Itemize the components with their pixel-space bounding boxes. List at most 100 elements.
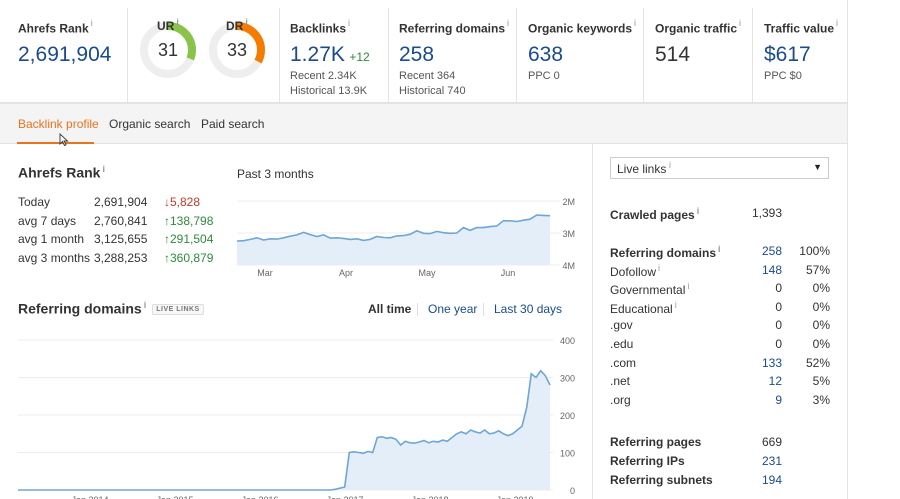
rank-row-label: Today <box>18 195 51 209</box>
rank-row-value: 3,288,253 <box>94 250 148 265</box>
info-icon: i <box>674 299 677 310</box>
tab-organic-search[interactable]: Organic search <box>109 117 191 131</box>
y-tick-label: 3M <box>562 229 575 239</box>
range-all-time[interactable]: All time <box>368 302 412 316</box>
breakdown-label: Educational i <box>610 299 677 316</box>
info-icon[interactable]: i <box>102 164 105 174</box>
x-tick-label: Jun <box>501 268 516 278</box>
tab-backlink-profile[interactable]: Backlink profile <box>18 117 99 131</box>
rank-row-label: avg 1 month <box>18 232 85 246</box>
backlinks-value[interactable]: 1.27K <box>290 43 345 67</box>
live-links-badge: LIVE LINKS <box>152 304 204 316</box>
refdomains-breakdown-row: .net 12 5% <box>610 374 830 392</box>
info-icon[interactable]: i <box>669 160 671 170</box>
breakdown-value: 0 <box>775 299 782 314</box>
info-icon[interactable]: i <box>245 17 248 27</box>
refdomains-value[interactable]: 258 <box>399 43 435 67</box>
organic-traffic-label: Organic traffic <box>655 21 738 36</box>
y-tick-label: 100 <box>560 449 575 459</box>
dr-gauge[interactable] <box>208 15 268 81</box>
breakdown-value[interactable]: 12 <box>768 374 782 389</box>
info-icon[interactable]: i <box>90 18 93 28</box>
range-one-year[interactable]: One year <box>428 302 478 316</box>
breakdown-value: 0 <box>775 281 782 296</box>
info-icon[interactable]: i <box>143 300 147 310</box>
rank-row-value: 3,125,655 <box>94 232 148 246</box>
referring-stat-row: Referring pages 669 <box>610 435 830 453</box>
dr-value: 33 <box>226 40 248 60</box>
refdomains-breakdown-row: .gov 0 0% <box>610 318 830 336</box>
backlinks-recent: Recent 2.34K <box>290 70 357 83</box>
refdomains-breakdown-row: Referring domains i 258 100% <box>610 244 830 262</box>
ur-gauge[interactable] <box>139 15 199 81</box>
crawled-pages-label: Crawled pages i <box>610 206 700 222</box>
rank-period-label: Past 3 months <box>237 167 314 181</box>
traffic-value-label: Traffic value <box>764 21 835 36</box>
info-icon[interactable]: i <box>634 18 637 28</box>
live-links-dropdown[interactable]: Live links i ▼ <box>610 157 829 179</box>
organic-keywords-label: Organic keywords <box>528 21 633 36</box>
metrics-bar: Ahrefs Rank i 2,691,904 UR i 31 DR i 33 Bac… <box>0 0 847 103</box>
breakdown-label: .gov <box>610 318 633 333</box>
tab-paid-search[interactable]: Paid search <box>201 117 265 131</box>
breakdown-value[interactable]: 258 <box>761 244 782 258</box>
rank-section-title: Ahrefs Rank i <box>18 164 105 181</box>
referring-stat-value: 669 <box>761 435 782 449</box>
info-icon[interactable]: i <box>176 17 179 27</box>
breakdown-value[interactable]: 9 <box>775 392 782 407</box>
refdomains-section-title: Referring domains i LIVE LINKS <box>18 300 204 317</box>
info-icon: i <box>687 281 690 292</box>
breakdown-value[interactable]: 133 <box>761 355 782 370</box>
refdomains-breakdown-row: Educational i 0 0% <box>610 300 830 318</box>
x-tick-label: Mar <box>257 268 273 278</box>
x-tick-label: Jan 2014 <box>71 495 108 499</box>
ahrefs-rank-value[interactable]: 2,691,904 <box>18 43 112 67</box>
y-tick-label: 4M <box>562 261 575 271</box>
rank-chart[interactable]: 2M 3M 4M Mar Apr May Jun <box>230 188 580 280</box>
backlinks-delta: +12 <box>349 50 370 65</box>
crawled-pages-value: 1,393 <box>751 206 782 220</box>
series-line <box>236 214 551 242</box>
info-icon[interactable]: i <box>348 18 351 28</box>
breakdown-label: .com <box>610 355 637 370</box>
series-area <box>237 215 550 265</box>
dropdown-selected: Live links <box>617 162 667 176</box>
refdomains-breakdown-row: .org 9 3% <box>610 393 830 411</box>
traffic-value-value[interactable]: $617 <box>764 43 811 67</box>
x-tick-label: Apr <box>339 268 353 278</box>
breakdown-label: Governmental i <box>610 281 690 298</box>
active-tab-indicator <box>17 142 94 144</box>
refdomains-breakdown-row: .com 133 52% <box>610 356 830 374</box>
referring-stat-row: Referring IPs 231 <box>610 454 830 472</box>
organic-keywords-ppc: PPC 0 <box>528 70 560 83</box>
breakdown-value[interactable]: 148 <box>761 262 782 277</box>
dr-metric: DR i 33 <box>208 15 268 86</box>
traffic-value-ppc: PPC $0 <box>764 70 802 83</box>
organic-keywords-value[interactable]: 638 <box>528 43 564 67</box>
organic-keywords-metric: Organic keywords i 638 PPC 0 <box>528 18 636 84</box>
breakdown-percent: 0% <box>812 337 830 351</box>
ur-value: 31 <box>157 40 179 60</box>
y-tick-label: 0 <box>570 486 575 496</box>
rank-row-change: ↑138,798 <box>164 213 214 228</box>
x-tick-label: Jan 2018 <box>411 495 448 499</box>
referring-stat-value[interactable]: 231 <box>761 454 782 468</box>
refdomains-breakdown-row: Dofollow i 148 57% <box>610 263 830 281</box>
y-tick-label: 400 <box>560 336 575 346</box>
ahrefs-rank-label: Ahrefs Rank <box>18 21 89 36</box>
y-tick-label: 300 <box>560 374 575 384</box>
referring-stat-label: Referring IPs <box>610 454 685 468</box>
breakdown-label: Dofollow i <box>610 262 661 279</box>
info-icon[interactable]: i <box>739 18 742 28</box>
info-icon[interactable]: i <box>836 18 839 28</box>
range-last-30-days[interactable]: Last 30 days <box>494 302 563 316</box>
rank-row-label: avg 7 days <box>18 213 77 228</box>
referring-stat-value[interactable]: 194 <box>761 473 782 487</box>
refdomains-chart[interactable]: 0 100 200 300 400 Jan 2014 Jan 2015 Jan 2016 Jan… <box>15 330 585 499</box>
backlinks-metric: Backlinks i 1.27K +12 Recent 2.34K Histor… <box>290 18 370 99</box>
refdomains-recent: Recent 364 <box>399 70 456 83</box>
info-icon[interactable]: i <box>507 18 510 28</box>
breakdown-label: .net <box>610 374 631 389</box>
backlinks-historical: Historical 13.9K <box>290 85 368 98</box>
report-tabs: Backlink profile Organic search Paid sea… <box>0 103 847 147</box>
